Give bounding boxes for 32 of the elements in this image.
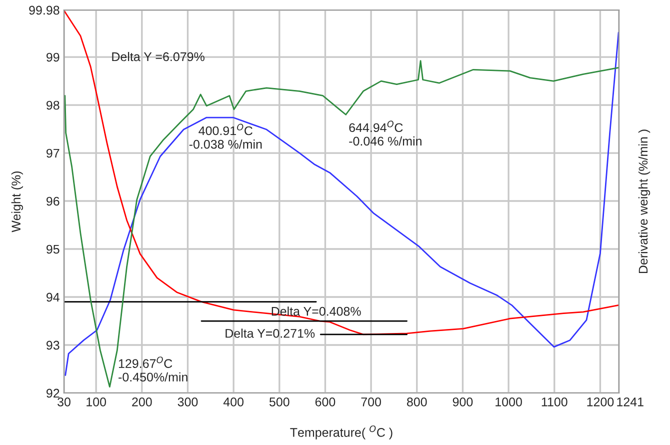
x-tick-label: 200: [132, 397, 152, 406]
x-tick-label: 600: [315, 397, 336, 406]
x-tick-label: 500: [269, 397, 290, 406]
annotation: 644.94$^{O}$C -0.046 %/min: [349, 120, 422, 146]
annotation: Delta Y=0.271%: [226, 328, 315, 338]
y-tick-label: 99.98: [29, 6, 60, 15]
annotation: Delta Y=0.408%: [272, 306, 361, 316]
y2-axis-title: Derivative weight (%/min ): [638, 130, 650, 274]
x-tick-label: 1000: [496, 397, 522, 406]
y-tick-label: 99: [46, 52, 60, 62]
x-tick-label: 900: [452, 397, 473, 406]
y-axis-title: Weight (%): [11, 171, 23, 232]
x-tick-label: 700: [361, 397, 381, 406]
x-tick-label: 300: [178, 397, 198, 406]
x-axis-title: Temperature( $^{O}$C ): [290, 425, 392, 440]
y-tick-label: 98: [46, 100, 60, 110]
y-tick-label: 92: [46, 388, 60, 398]
x-tick-label: 1200: [587, 397, 614, 406]
x-tick-label: 1241: [617, 397, 644, 406]
y-tick-label: 95: [46, 244, 60, 254]
x-tick-label: 800: [407, 397, 427, 406]
x-tick-label: 30: [58, 397, 70, 406]
y-tick-label: 97: [46, 148, 60, 158]
annotation: 129.67$^{O}$C -0.450%/min: [118, 356, 188, 382]
annotation: 400.91$^{O}$C -0.038 %/min: [189, 124, 262, 149]
y-tick-label: 96: [46, 196, 60, 206]
annotation: Delta Y =6.079%: [112, 52, 204, 62]
y-tick-label: 93: [46, 340, 60, 350]
x-tick-label: 100: [86, 397, 106, 406]
y-tick-label: 94: [46, 292, 60, 302]
x-tick-label: 400: [223, 397, 244, 406]
x-tick-label: 1100: [542, 397, 568, 406]
